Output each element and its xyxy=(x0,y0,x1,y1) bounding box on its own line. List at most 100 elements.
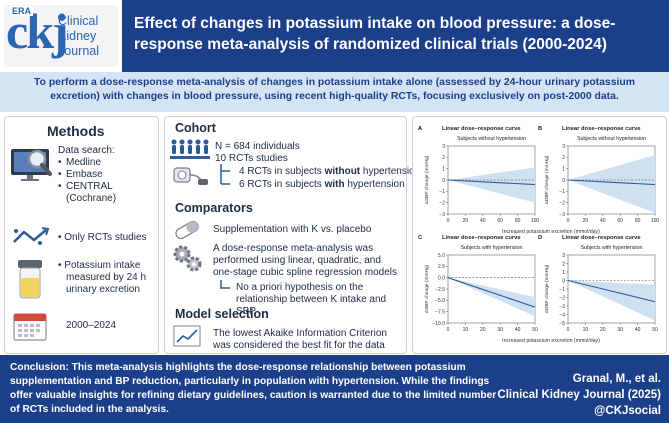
model-selection-text: The lowest Akaike Information Criterion … xyxy=(213,328,387,351)
design-panel xyxy=(164,116,407,354)
ytick-label-d: 3 xyxy=(562,253,565,259)
ytick-label-b: −1 xyxy=(559,189,565,195)
ytick-label-b: −2 xyxy=(559,200,565,206)
potassium-text: Potassium intake measured by 24 h urinar… xyxy=(64,260,147,295)
xtick-label-a: 60 xyxy=(497,218,503,224)
bp-cuff-icon xyxy=(173,167,208,185)
branch-connector-1 xyxy=(220,164,230,185)
journal-logo: ckj ERA Clinical Kidney Journal xyxy=(0,0,122,72)
ytick-label-a: −3 xyxy=(439,212,445,218)
xtick-label-d: 0 xyxy=(567,327,570,333)
with-hypertension-text: 6 RCTs in subjects with hypertension xyxy=(239,179,405,190)
ytick-label-c: −2.5 xyxy=(435,287,445,293)
line-chart-icon xyxy=(173,325,201,347)
ytick-label-d: 0 xyxy=(562,278,565,284)
xtick-label-b: 0 xyxy=(567,218,570,224)
estimate-line-b xyxy=(567,179,656,186)
xtick-label-c: 50 xyxy=(532,327,538,333)
data-search-block: Data search: • Medline • Embase • CENTRAL (… xyxy=(58,145,156,205)
ytick-label-c: 0.0 xyxy=(438,275,445,281)
comparators-heading: Comparators xyxy=(175,201,253,215)
n-individuals: N = 684 individuals xyxy=(215,141,300,152)
calendar-icon xyxy=(13,313,47,341)
objective-banner xyxy=(0,72,669,112)
xtick-label-a: 0 xyxy=(447,218,450,224)
panel-subtitle-d: Subjects with hypertension xyxy=(581,245,643,251)
estimate-line-c xyxy=(447,277,536,308)
dose-response-charts: A Linear dose–response curve Subjects with… xyxy=(418,126,659,344)
citation-authors: Granal, M., et al. xyxy=(572,373,661,385)
xtick-label-c: 20 xyxy=(480,327,486,333)
analysis-text: A dose-response meta-analysis was perfor… xyxy=(213,243,397,278)
citation-social[interactable]: @CKJsocial xyxy=(594,405,661,417)
ytick-label-b: −3 xyxy=(559,212,565,218)
methods-heading: Methods xyxy=(47,123,105,139)
panel-letter-d: D xyxy=(538,235,542,241)
estimate-line-d xyxy=(567,279,656,303)
ytick-label-c: 2.5 xyxy=(438,264,445,270)
ytick-label-d: −4 xyxy=(559,312,565,318)
ytick-label-c: −7.5 xyxy=(435,309,445,315)
conclusion-text: Conclusion: This meta-analysis highlight… xyxy=(10,362,497,415)
gears-icon xyxy=(173,245,202,272)
ytick-label-a: 2 xyxy=(442,155,445,161)
panel-subtitle-c: Subjects with hypertension xyxy=(461,245,523,251)
panel-subtitle-b: Subjects without hypertension xyxy=(577,136,646,142)
xtick-label-b: 80 xyxy=(635,218,641,224)
ytick-label-c: 5.0 xyxy=(438,253,445,259)
supplementation-text: Supplementation with K vs. placebo xyxy=(213,224,372,235)
ytick-label-b: 0 xyxy=(562,178,565,184)
xtick-label-c: 0 xyxy=(447,327,450,333)
ci-band-b xyxy=(568,155,655,213)
cohort-heading: Cohort xyxy=(175,121,216,135)
ytick-label-a: 0 xyxy=(442,178,445,184)
years-text: 2000–2024 xyxy=(66,320,117,331)
db-medline: • Medline xyxy=(58,157,102,168)
xtick-label-b: 40 xyxy=(600,218,606,224)
without-hypertension-text: 4 RCTs in subjects without hypertension xyxy=(239,166,421,177)
rct-arrows-icon xyxy=(13,227,50,245)
xtick-label-d: 30 xyxy=(617,327,623,333)
ytick-label-d: 1 xyxy=(562,270,565,276)
xtick-label-a: 20 xyxy=(463,218,469,224)
xtick-label-b: 60 xyxy=(617,218,623,224)
ylabel-b: ΔDBP change (mmHg) xyxy=(544,155,550,204)
panel-title-c: Linear dose–response curve xyxy=(442,235,521,241)
ytick-label-a: 3 xyxy=(442,144,445,150)
ci-band-a xyxy=(448,167,535,203)
ytick-label-d: −2 xyxy=(559,295,565,301)
rct-only-text: Only RCTs studies xyxy=(64,232,147,243)
xtick-label-d: 20 xyxy=(600,327,606,333)
n-rcts: 10 RCTs studies xyxy=(215,153,288,164)
xtick-label-d: 50 xyxy=(652,327,658,333)
panel-title-a: Linear dose–response curve xyxy=(442,126,521,132)
db-central: • CENTRAL (Cochrane) xyxy=(58,181,117,204)
ytick-label-a: −1 xyxy=(439,189,445,195)
hypothesis-text: No a priori hypothesis on the relationsh… xyxy=(236,282,387,317)
xtick-label-d: 10 xyxy=(583,327,589,333)
xtick-label-c: 10 xyxy=(463,327,469,333)
ci-band-c xyxy=(448,277,535,317)
rct-only-item: • Only RCTs studies xyxy=(58,232,147,243)
estimate-line-a xyxy=(447,179,536,186)
ytick-label-b: 2 xyxy=(562,155,565,161)
era-tag: ERA xyxy=(10,6,34,16)
panel-letter-a: A xyxy=(418,126,423,132)
db-embase: • Embase xyxy=(58,169,103,180)
xtick-label-c: 30 xyxy=(497,327,503,333)
citation: Granal, M., et al. Clinical Kidney Journ… xyxy=(455,371,661,419)
ytick-label-b: 1 xyxy=(562,166,565,172)
ytick-label-d: −1 xyxy=(559,287,565,293)
ylabel-a: ΔSBP change (mmHg) xyxy=(424,155,430,204)
xtick-label-a: 40 xyxy=(480,218,486,224)
title-bar xyxy=(122,0,669,72)
panel-letter-b: B xyxy=(538,126,542,132)
monitor-search-icon xyxy=(11,149,52,181)
panel-letter-c: C xyxy=(418,235,423,241)
people-icon xyxy=(170,139,210,159)
ytick-label-d: −3 xyxy=(559,304,565,310)
page-title: Effect of changes in potassium intake on… xyxy=(134,15,616,53)
panel-title-b: Linear dose–response curve xyxy=(562,126,641,132)
xtick-label-b: 20 xyxy=(583,218,589,224)
conclusion-bar xyxy=(0,355,669,423)
